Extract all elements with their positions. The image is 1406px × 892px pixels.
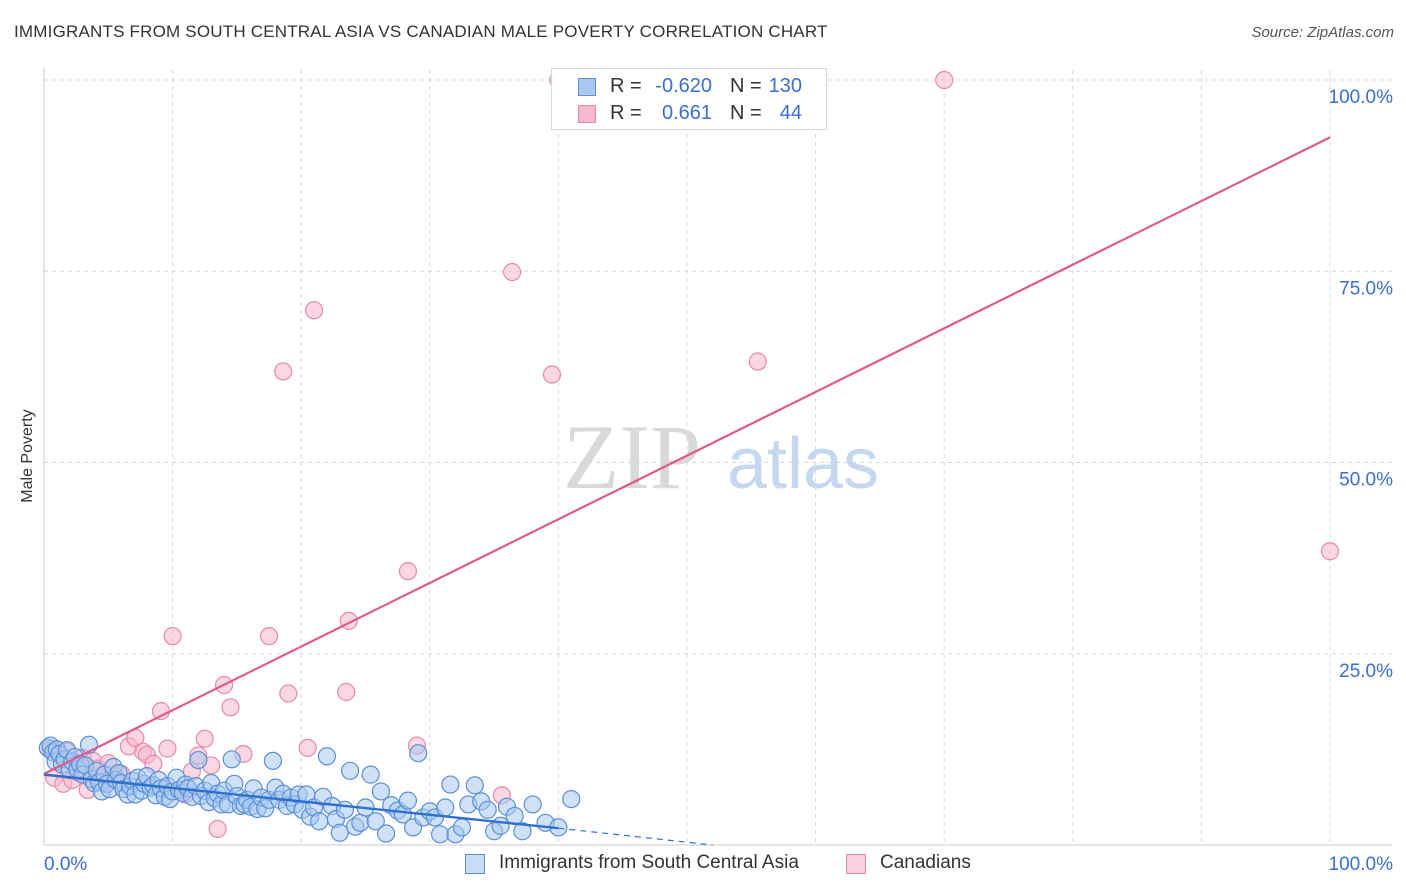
trend-line-extension <box>558 827 713 846</box>
n-value: 44 <box>779 102 802 124</box>
r-label: R = <box>610 75 642 97</box>
point-canadians <box>748 352 767 371</box>
point-south-central-asia <box>436 798 455 817</box>
legend-swatch-blue <box>465 854 485 874</box>
point-south-central-asia <box>189 750 208 770</box>
point-south-central-asia <box>330 823 349 842</box>
x-tick-label-max: 100.0% <box>1329 854 1394 875</box>
legend-row-pink: R = 0.661 N = 44 <box>552 100 826 128</box>
x-tick-label-min: 0.0% <box>44 854 87 875</box>
point-canadians <box>542 365 562 384</box>
point-south-central-asia <box>513 822 532 841</box>
point-canadians <box>298 738 317 757</box>
point-canadians <box>935 70 954 90</box>
axis-ticks: 25.0% 50.0% 75.0% 100.0% 0.0% 100.0% <box>44 87 1393 875</box>
source-credit: Source: ZipAtlas.com <box>1251 24 1394 41</box>
point-south-central-asia <box>491 816 510 835</box>
point-south-central-asia <box>340 761 360 780</box>
n-label: N = <box>730 102 762 124</box>
legend-label: Immigrants from South Central Asia <box>499 852 799 873</box>
n-value: 130 <box>768 75 802 97</box>
point-south-central-asia <box>441 775 460 794</box>
point-south-central-asia <box>478 800 497 819</box>
legend-swatch-pink <box>578 105 596 123</box>
point-south-central-asia <box>317 747 337 766</box>
legend-swatch-blue <box>578 78 596 96</box>
point-south-central-asia <box>398 791 418 810</box>
trend-lines <box>43 136 1331 846</box>
point-canadians <box>337 682 356 702</box>
y-tick-label: 50.0% <box>1339 470 1393 491</box>
legend-label: Canadians <box>880 852 971 873</box>
point-canadians <box>163 627 182 646</box>
r-label: R = <box>610 102 642 124</box>
trend-line-south-central-asia <box>43 773 559 830</box>
point-south-central-asia <box>263 751 283 770</box>
correlation-legend: R = -0.620 N = 130 R = 0.661 N = 44 <box>551 68 827 130</box>
y-tick-label: 25.0% <box>1339 661 1393 682</box>
r-value: 0.661 <box>661 102 712 124</box>
watermark-zip: ZIP <box>563 406 701 508</box>
legend-swatch-pink <box>846 854 866 874</box>
point-canadians <box>274 362 293 381</box>
y-tick-label: 100.0% <box>1329 87 1394 108</box>
n-label: N = <box>730 75 762 97</box>
point-south-central-asia <box>361 765 380 784</box>
point-canadians <box>259 627 279 646</box>
point-canadians <box>1320 542 1340 561</box>
point-canadians <box>279 684 298 703</box>
watermark-atlas: atlas <box>727 424 879 504</box>
legend-row-blue: R = -0.620 N = 130 <box>552 73 826 101</box>
point-south-central-asia <box>430 825 450 844</box>
chart-title: IMMIGRANTS FROM SOUTH CENTRAL ASIA VS CA… <box>14 22 828 41</box>
point-canadians <box>158 739 177 758</box>
point-south-central-asia <box>335 800 355 819</box>
grid-lines <box>43 68 1392 846</box>
r-value: -0.620 <box>655 75 712 97</box>
point-south-central-asia <box>366 812 385 831</box>
point-south-central-asia <box>409 744 428 763</box>
point-canadians <box>304 301 324 320</box>
point-south-central-asia <box>310 812 329 831</box>
y-tick-label: 75.0% <box>1339 278 1393 299</box>
point-canadians <box>503 262 522 282</box>
point-canadians <box>195 729 214 748</box>
point-south-central-asia <box>562 789 581 809</box>
point-south-central-asia <box>376 824 396 843</box>
point-canadians <box>208 819 227 839</box>
point-south-central-asia <box>523 795 542 814</box>
point-south-central-asia <box>222 750 241 769</box>
point-south-central-asia <box>351 813 370 832</box>
series-legend: Immigrants from South Central Asia Canad… <box>0 852 1406 878</box>
point-canadians <box>221 698 240 717</box>
point-south-central-asia <box>371 782 391 801</box>
point-south-central-asia <box>452 818 472 837</box>
trend-line-canadians <box>43 136 1331 775</box>
point-canadians <box>398 562 418 581</box>
point-south-central-asia <box>465 776 484 795</box>
